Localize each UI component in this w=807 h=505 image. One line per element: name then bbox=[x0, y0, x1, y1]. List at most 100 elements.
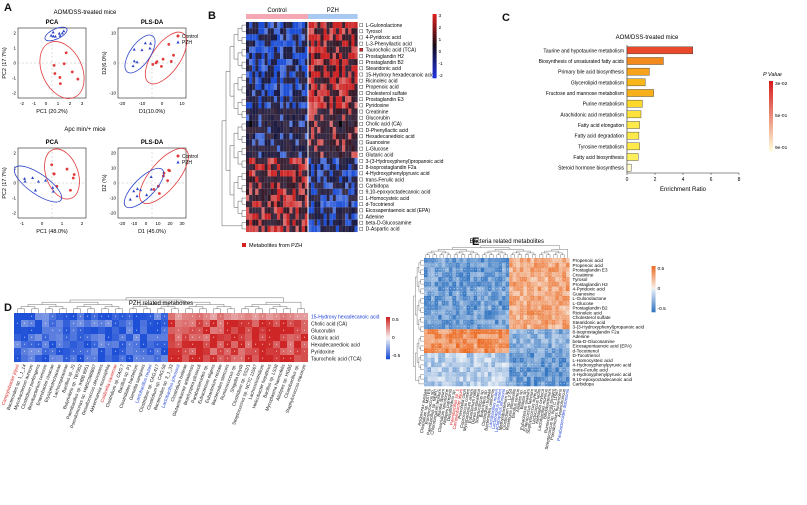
heatmap-cell bbox=[441, 286, 446, 292]
significance-mark: * bbox=[510, 339, 512, 343]
heatmap-cell bbox=[431, 348, 435, 354]
significance-mark: * bbox=[425, 330, 427, 334]
heatmap-cell bbox=[320, 225, 324, 233]
significance-mark: * bbox=[507, 263, 509, 267]
significance-mark: * bbox=[510, 344, 512, 348]
significance-mark: * bbox=[496, 278, 498, 282]
heatmap-cell bbox=[14, 341, 22, 349]
heatmap-cell bbox=[354, 71, 358, 78]
heatmap-cell bbox=[548, 334, 552, 339]
heatmap-cell bbox=[42, 355, 50, 363]
heatmap-cell bbox=[498, 296, 503, 301]
significance-mark: * bbox=[489, 339, 491, 343]
heatmap-cell bbox=[424, 291, 428, 297]
dendrogram-branch bbox=[171, 308, 179, 313]
heatmap-cell bbox=[466, 272, 471, 278]
heatmap-cell bbox=[105, 334, 113, 342]
heatmap-cell bbox=[351, 52, 355, 60]
heatmap-cell bbox=[295, 219, 299, 226]
heatmap-cell bbox=[480, 372, 485, 377]
significance-mark: * bbox=[439, 344, 441, 348]
heatmap-cell bbox=[295, 102, 299, 109]
heatmap-cell bbox=[477, 324, 481, 330]
heatmap-cell bbox=[249, 65, 253, 72]
heatmap-cell bbox=[249, 28, 253, 35]
significance-mark: * bbox=[500, 344, 502, 348]
heatmap-cell bbox=[505, 329, 510, 335]
heatmap-cell bbox=[519, 281, 524, 287]
heatmap-cell bbox=[264, 120, 268, 128]
heatmap-cell bbox=[345, 108, 349, 115]
heatmap-cell bbox=[317, 65, 321, 72]
heatmap-cell bbox=[537, 348, 542, 354]
heatmap-cell bbox=[495, 267, 499, 273]
scatter-title: PCA bbox=[46, 20, 59, 26]
significance-mark: * bbox=[525, 335, 527, 339]
significance-mark: * bbox=[468, 382, 470, 386]
heatmap-cells: ****************************************… bbox=[424, 258, 570, 387]
pzh-point bbox=[145, 193, 149, 197]
significance-mark: * bbox=[482, 339, 484, 343]
heatmap-cell bbox=[63, 313, 71, 321]
significance-mark: * bbox=[464, 273, 466, 277]
heatmap-cell bbox=[49, 320, 57, 328]
heatmap-cell bbox=[345, 96, 349, 103]
row-label: Stearidonic acid bbox=[366, 66, 402, 72]
heatmap-cell bbox=[267, 139, 271, 146]
heatmap-cell bbox=[314, 182, 318, 189]
heatmap-cell bbox=[314, 219, 318, 226]
heatmap-cell bbox=[431, 362, 435, 368]
heatmap-cell bbox=[562, 329, 567, 335]
heatmap-cell bbox=[555, 258, 559, 263]
significance-mark: * bbox=[539, 363, 541, 367]
heatmap-cell bbox=[261, 127, 265, 134]
heatmap-cell bbox=[277, 201, 281, 208]
row-label: trans-Ferulic acid bbox=[366, 177, 405, 183]
heatmap-cell bbox=[555, 372, 559, 377]
heatmap-cell bbox=[283, 89, 287, 97]
heatmap-cell bbox=[427, 300, 432, 306]
significance-mark: * bbox=[269, 336, 271, 340]
enrichment-bar bbox=[626, 131, 640, 140]
heatmap-cell bbox=[498, 258, 503, 263]
significance-mark: * bbox=[535, 363, 537, 367]
heatmap-cell bbox=[320, 133, 324, 140]
heatmap-cell bbox=[519, 338, 524, 344]
significance-mark: * bbox=[517, 301, 519, 305]
dendrogram-branch bbox=[469, 252, 478, 255]
heatmap-cell bbox=[252, 52, 256, 60]
heatmap-cell bbox=[289, 176, 293, 183]
heatmap-cell bbox=[255, 176, 259, 183]
heatmap-cell bbox=[147, 313, 155, 321]
heatmap-cell bbox=[210, 320, 218, 328]
significance-mark: * bbox=[475, 301, 477, 305]
significance-mark: * bbox=[192, 315, 194, 319]
heatmap-cell bbox=[487, 381, 492, 387]
significance-mark: * bbox=[471, 287, 473, 291]
heatmap-cell bbox=[259, 348, 267, 356]
heatmap-cell bbox=[480, 376, 485, 382]
dendrogram-branch bbox=[432, 254, 437, 258]
heatmap-cell bbox=[526, 381, 531, 387]
heatmap-cell bbox=[466, 329, 471, 335]
heatmap-cell bbox=[558, 305, 563, 311]
heatmap-cell bbox=[126, 313, 134, 321]
heatmap-cell bbox=[516, 291, 520, 297]
heatmap-cell bbox=[555, 267, 559, 273]
heatmap-cell bbox=[283, 207, 287, 214]
heatmap-cell bbox=[70, 355, 78, 363]
heatmap-cell bbox=[424, 267, 428, 273]
heatmap-cell bbox=[42, 327, 50, 335]
heatmap-cell bbox=[463, 362, 467, 368]
significance-mark: * bbox=[500, 354, 502, 358]
significance-mark: * bbox=[535, 335, 537, 339]
significance-mark: * bbox=[514, 316, 516, 320]
heatmap-cell bbox=[317, 145, 321, 152]
heatmap-cell bbox=[286, 52, 290, 60]
heatmap-cell bbox=[466, 357, 471, 363]
heatmap-cell bbox=[21, 320, 29, 328]
heatmap-cell bbox=[326, 89, 330, 97]
significance-mark: * bbox=[478, 358, 480, 362]
heatmap-cell bbox=[280, 327, 288, 335]
heatmap-cell bbox=[231, 320, 239, 328]
